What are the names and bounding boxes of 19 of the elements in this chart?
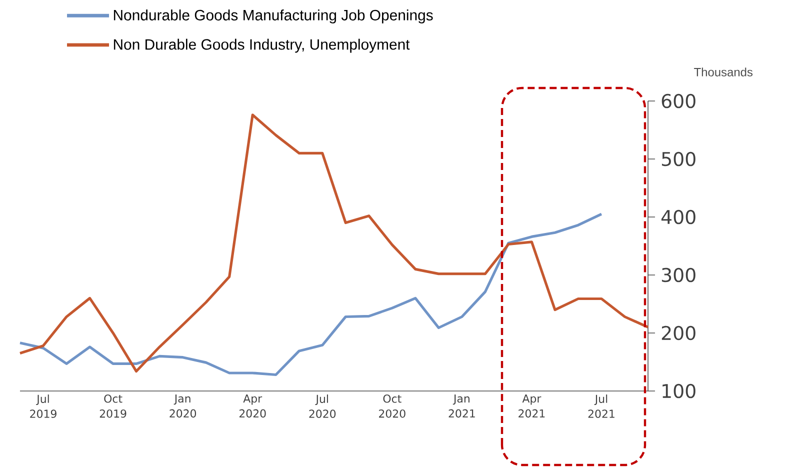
x-tick-label: Apr 2021 (518, 394, 545, 418)
line-series (18, 212, 603, 376)
y-tick-label: 100 (662, 384, 696, 398)
y-tick-label: 300 (662, 268, 696, 282)
x-tick-label: Oct 2019 (100, 394, 126, 418)
legend-label: Nondurable Goods Manufacturing Job Openings (114, 9, 433, 24)
y-tick-label: 400 (661, 210, 696, 224)
y-tick-label: 200 (662, 326, 696, 340)
x-tick-label: Jul 2020 (309, 394, 336, 418)
x-tick-label: Jul 2019 (30, 394, 56, 418)
y-axis-title: Thousands (694, 68, 752, 76)
x-tick-label: Jul 2021 (588, 394, 614, 418)
legend-label: Non Durable Goods Industry, Unemployment (114, 38, 410, 53)
y-tick-label: 600 (662, 94, 696, 108)
y-tick-label: 500 (662, 152, 696, 166)
x-tick-label: Jan 2020 (170, 394, 196, 418)
x-tick-label: Oct 2020 (379, 394, 406, 418)
x-tick-label: Jan 2021 (448, 394, 475, 418)
x-tick-label: Apr 2020 (239, 394, 266, 418)
